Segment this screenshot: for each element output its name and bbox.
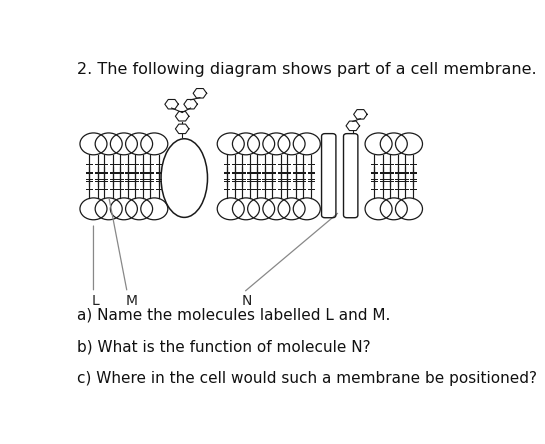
Text: N: N <box>241 294 252 308</box>
Text: c) Where in the cell would such a membrane be positioned?: c) Where in the cell would such a membra… <box>76 371 537 385</box>
Text: L: L <box>92 294 99 308</box>
Text: 2. The following diagram shows part of a cell membrane.: 2. The following diagram shows part of a… <box>76 62 536 77</box>
Text: a) Name the molecules labelled L and M.: a) Name the molecules labelled L and M. <box>76 308 390 323</box>
Text: M: M <box>125 294 137 308</box>
Text: b) What is the function of molecule N?: b) What is the function of molecule N? <box>76 340 370 355</box>
